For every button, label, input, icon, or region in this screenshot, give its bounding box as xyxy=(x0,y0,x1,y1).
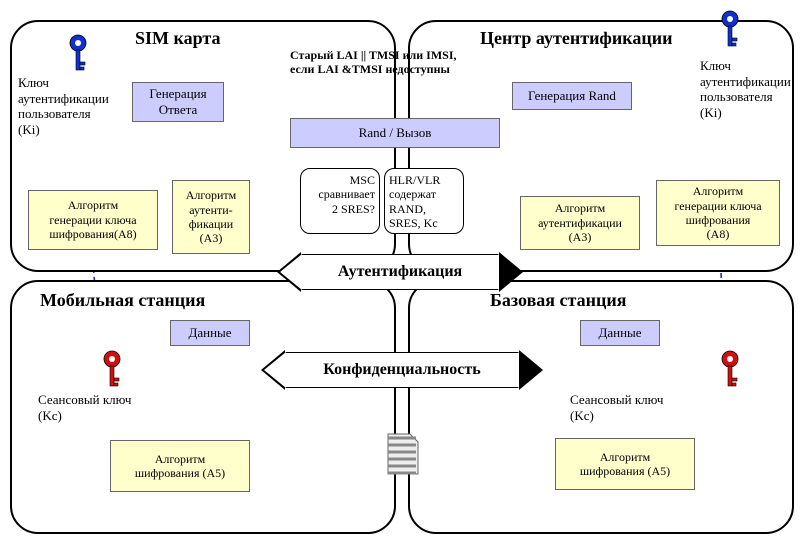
box-a5-ms: Алгоритм шифрования (A5) xyxy=(110,440,250,492)
box-msc: MSC сравнивает 2 SRES? xyxy=(300,168,380,234)
box-gen-rand: Генерация Rand xyxy=(512,82,632,110)
box-msc-label: MSC сравнивает 2 SRES? xyxy=(305,173,375,216)
box-hlr: HLR/VLR содержат RAND, SRES, Kc xyxy=(384,168,464,234)
box-a8-auc-label: Алгоритм генерации ключа шифрования (A8) xyxy=(674,184,761,242)
box-rand-call-label: Rand / Вызов xyxy=(359,125,432,141)
bigarrow-conf-label: Конфиденциальность xyxy=(323,361,480,379)
box-hlr-label: HLR/VLR содержат RAND, SRES, Kc xyxy=(389,173,440,230)
box-a3-auc-label: Алгоритм аутентификации (A3) xyxy=(538,201,622,244)
box-data-ms-label: Данные xyxy=(188,325,231,341)
bigarrow-auth: Аутентификация xyxy=(300,254,500,290)
bigarrow-auth-label: Аутентификация xyxy=(338,263,462,281)
box-gen-rand-label: Генерация Rand xyxy=(528,88,616,104)
box-a5-bs-label: Алгоритм шифрования (A5) xyxy=(580,450,670,479)
label-ki-auc: Ключ аутентификации пользователя (Ki) xyxy=(700,58,791,120)
panel-sim-title: SIM карта xyxy=(135,28,220,49)
bigarrow-conf: Конфиденциальность xyxy=(284,352,520,388)
box-rand-call: Rand / Вызов xyxy=(290,118,500,148)
box-gen-answer-label: Генерация Ответа xyxy=(149,86,206,118)
box-a8-sim-label: Алгоритм генерации ключа шифрования(A8) xyxy=(49,198,136,241)
box-data-bs-label: Данные xyxy=(598,325,641,341)
box-a3-sim-label: Алгоритм аутенти- фикации (A3) xyxy=(186,188,237,246)
box-a8-auc: Алгоритм генерации ключа шифрования (A8) xyxy=(656,180,780,246)
box-data-bs: Данные xyxy=(580,320,660,346)
label-ki-sim: Ключ аутентификации пользователя (Ki) xyxy=(18,75,109,137)
box-a8-sim: Алгоритм генерации ключа шифрования(A8) xyxy=(28,190,158,250)
box-a3-sim: Алгоритм аутенти- фикации (A3) xyxy=(172,180,250,254)
panel-ms-title: Мобильная станция xyxy=(40,290,205,311)
paper-icon xyxy=(384,430,430,488)
box-a5-bs: Алгоритм шифрования (A5) xyxy=(555,438,695,490)
box-a5-ms-label: Алгоритм шифрования (A5) xyxy=(135,452,225,481)
key-icon-ms xyxy=(102,350,122,392)
label-kc-ms: Сеансовый ключ (Kc) xyxy=(38,392,131,423)
key-icon-sim xyxy=(68,34,88,76)
label-kc-bs: Сеансовый ключ (Kc) xyxy=(570,392,663,423)
box-data-ms: Данные xyxy=(170,320,250,346)
panel-auc-title: Центр аутентификации xyxy=(480,28,672,49)
panel-bs-title: Базовая станция xyxy=(490,290,626,311)
box-a3-auc: Алгоритм аутентификации (A3) xyxy=(520,196,640,250)
box-gen-answer: Генерация Ответа xyxy=(132,82,224,122)
label-top-note: Старый LAI || TMSI или IMSI, если LAI &T… xyxy=(290,48,457,77)
key-icon-auc xyxy=(720,10,740,52)
key-icon-bs xyxy=(720,350,740,392)
